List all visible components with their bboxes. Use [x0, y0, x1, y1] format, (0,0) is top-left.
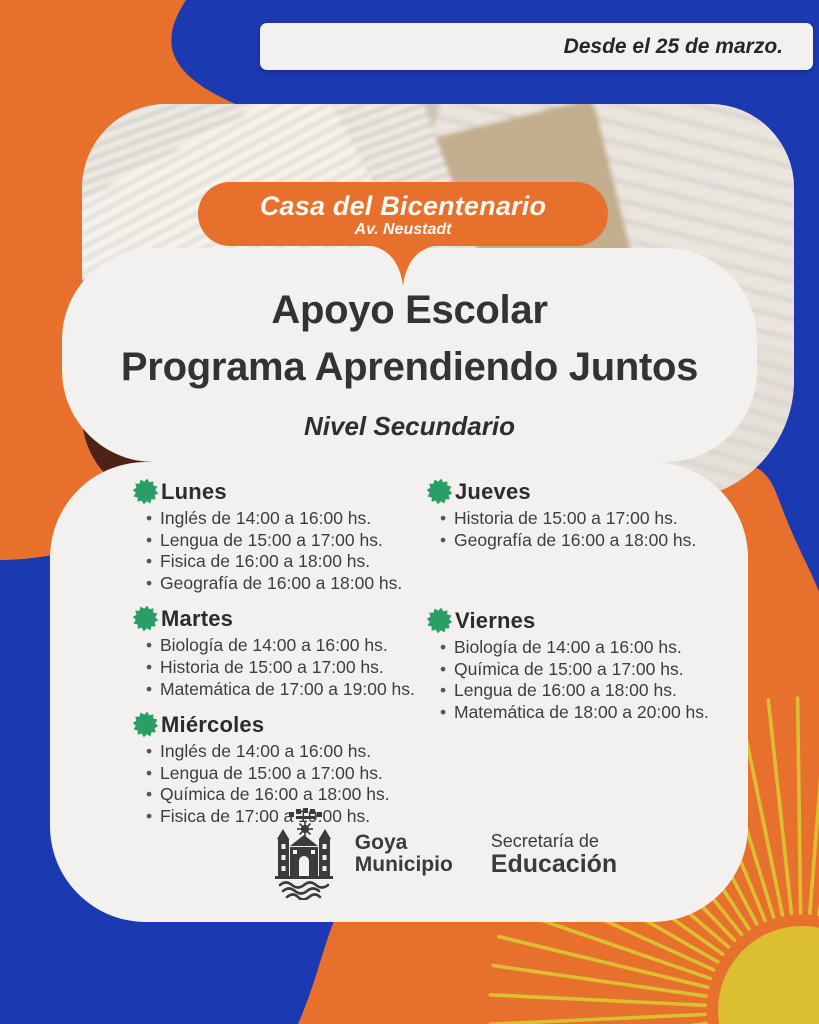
day-name: Jueves	[455, 478, 531, 504]
schedule-item: Lengua de 15:00 a 17:00 hs.	[146, 530, 426, 552]
schedule-item: Geografía de 16:00 a 18:00 hs.	[440, 530, 748, 552]
day-block-martes: Martes Biología de 14:00 a 16:00 hs. His…	[132, 605, 426, 700]
schedule-column-right: Jueves Historia de 15:00 a 17:00 hs. Geo…	[426, 478, 748, 839]
location-name: Casa del Bicentenario	[259, 191, 547, 221]
program-title: Apoyo Escolar Programa Aprendiendo Junto…	[62, 282, 757, 396]
title-card: Apoyo Escolar Programa Aprendiendo Junto…	[62, 248, 757, 462]
schedule-item: Matemática de 17:00 a 19:00 hs.	[146, 679, 426, 701]
org-name-line1: Goya	[354, 831, 408, 854]
starburst-icon	[132, 606, 159, 632]
footer: Goya Municipio Secretaría de Educación	[94, 808, 792, 900]
schedule-item: Matemática de 18:00 a 20:00 hs.	[440, 702, 748, 724]
day-block-viernes: Viernes Biología de 14:00 a 16:00 hs. Qu…	[426, 607, 748, 723]
schedule-item: Lengua de 15:00 a 17:00 hs.	[146, 763, 426, 785]
day-name: Martes	[161, 605, 234, 631]
starburst-icon	[132, 711, 159, 738]
schedule-item: Fisica de 17:00 a 19:00 hs.	[146, 806, 426, 828]
schedule-columns: Lunes Inglés de 14:00 a 16:00 hs. Lengua…	[50, 462, 748, 839]
org-name: Goya Municipio	[355, 832, 453, 876]
department-name: Secretaría de Educación	[491, 831, 617, 877]
schedule-item: Química de 16:00 a 18:00 hs.	[146, 784, 426, 806]
schedule-item: Biología de 14:00 a 16:00 hs.	[440, 637, 748, 659]
schedule-card: Lunes Inglés de 14:00 a 16:00 hs. Lengua…	[50, 462, 748, 922]
program-title-line1: Apoyo Escolar	[271, 288, 548, 332]
program-title-line2: Programa Aprendiendo Juntos	[120, 345, 699, 389]
day-block-miercoles: Miércoles Inglés de 14:00 a 16:00 hs. Le…	[132, 711, 426, 827]
date-badge: Desde el 25 de marzo.	[260, 23, 813, 70]
banner-pointer	[355, 240, 451, 286]
day-block-lunes: Lunes Inglés de 14:00 a 16:00 hs. Lengua…	[132, 478, 426, 594]
schedule-item: Inglés de 14:00 a 16:00 hs.	[146, 741, 426, 763]
level-label: Nivel Secundario	[304, 411, 515, 441]
day-name: Lunes	[161, 478, 227, 504]
starburst-icon	[132, 478, 159, 505]
location-banner: Casa del Bicentenario Av. Neustadt	[198, 182, 608, 286]
schedule-item: Historia de 15:00 a 17:00 hs.	[440, 508, 748, 530]
sun-circle	[718, 926, 819, 1024]
schedule-item: Biología de 14:00 a 16:00 hs.	[146, 635, 426, 657]
location-address: Av. Neustadt	[354, 221, 452, 238]
schedule-item: Fisica de 16:00 a 18:00 hs.	[146, 551, 426, 573]
department-line2: Educación	[490, 850, 618, 878]
schedule-item: Geografía de 16:00 a 18:00 hs.	[146, 573, 426, 595]
schedule-item: Inglés de 14:00 a 16:00 hs.	[146, 508, 426, 530]
schedule-item: Lengua de 16:00 a 18:00 hs.	[440, 680, 748, 702]
day-name: Miércoles	[161, 711, 265, 737]
day-block-jueves: Jueves Historia de 15:00 a 17:00 hs. Geo…	[426, 478, 748, 551]
starburst-icon	[426, 607, 453, 634]
org-name-line2: Municipio	[354, 853, 453, 876]
department-line1: Secretaría de	[490, 831, 599, 851]
goya-crest-icon	[274, 808, 333, 900]
date-badge-text: Desde el 25 de marzo.	[563, 34, 783, 58]
day-name: Viernes	[455, 607, 536, 633]
schedule-column-left: Lunes Inglés de 14:00 a 16:00 hs. Lengua…	[132, 478, 426, 839]
starburst-icon	[426, 478, 453, 505]
schedule-item: Historia de 15:00 a 17:00 hs.	[146, 657, 426, 679]
schedule-item: Química de 15:00 a 17:00 hs.	[440, 659, 748, 681]
